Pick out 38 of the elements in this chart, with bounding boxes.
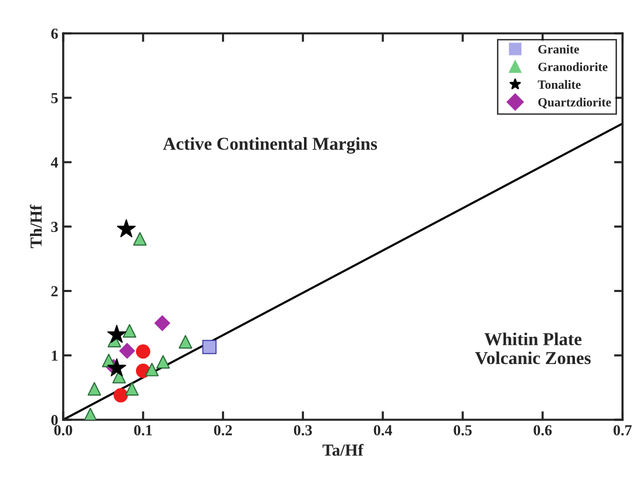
x-tick-label: 0.1 — [134, 425, 152, 436]
point — [178, 335, 192, 349]
x-tick-label: 0.2 — [214, 425, 232, 436]
point — [133, 232, 147, 246]
x-tick-label: 0.0 — [54, 425, 72, 436]
point — [122, 324, 136, 338]
legend-label: Quartzdiorite — [538, 98, 611, 108]
y-tick-label: 5 — [51, 93, 58, 104]
point — [156, 355, 170, 369]
y-tick-label: 2 — [51, 286, 58, 296]
x-tick-label: 0.7 — [614, 425, 632, 436]
point — [116, 219, 136, 238]
point — [202, 340, 217, 354]
y-tick-label: 0 — [51, 414, 58, 426]
y-axis-title: Th/Hf — [30, 204, 42, 248]
x-axis-title: Ta/Hf — [322, 444, 364, 456]
legend-label: Tonalite — [538, 80, 581, 89]
point — [125, 382, 139, 396]
y-tick-label: 6 — [51, 28, 58, 39]
point — [107, 358, 126, 376]
point — [145, 362, 159, 376]
y-tick-label: 3 — [51, 222, 58, 232]
point — [114, 388, 128, 402]
point — [119, 343, 135, 359]
y-tick-label: 1 — [52, 350, 58, 361]
point — [154, 315, 170, 332]
x-tick-label: 0.4 — [374, 425, 392, 436]
annotation: Whitin Plate Volcanic Zones — [475, 332, 591, 364]
point — [136, 344, 150, 359]
point — [88, 382, 102, 396]
legend-label: Granite — [538, 44, 580, 54]
legend-label: Granodiorite — [538, 62, 608, 72]
x-tick-label: 0.5 — [454, 425, 472, 436]
x-tick-label: 0.3 — [294, 425, 312, 436]
annotation: Active Continental Margins — [163, 137, 378, 154]
x-tick-label: 0.6 — [534, 425, 552, 436]
y-tick-label: 4 — [50, 157, 58, 168]
point — [107, 324, 126, 343]
